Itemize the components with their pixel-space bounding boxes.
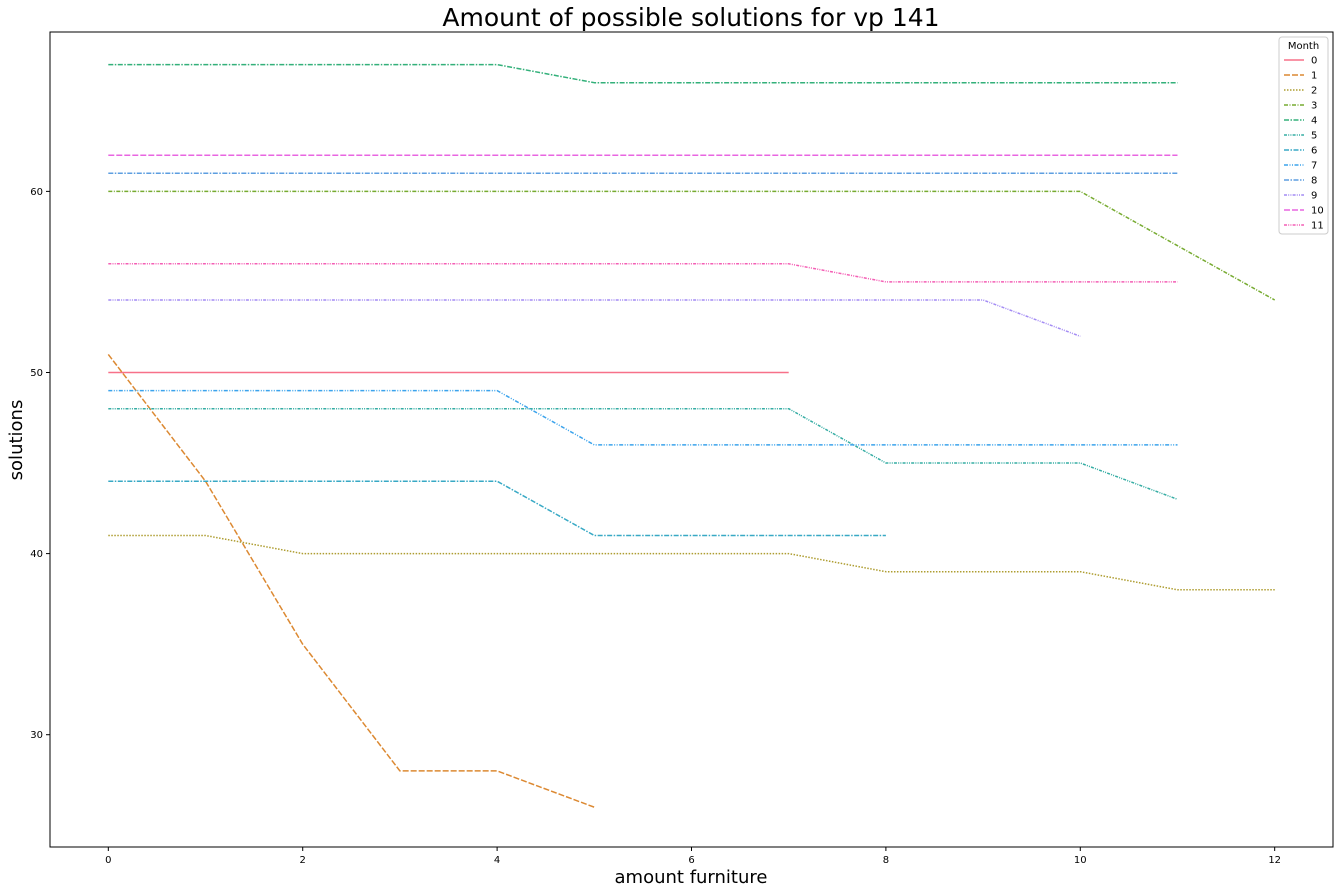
legend-label-month-2: 2 xyxy=(1311,86,1317,97)
series-line-month-2 xyxy=(108,534,1275,591)
legend-label-month-5: 5 xyxy=(1311,131,1317,142)
x-axis-label: amount furniture xyxy=(615,867,768,888)
y-tick-label: 30 xyxy=(30,730,43,741)
x-tick-label: 12 xyxy=(1268,855,1281,866)
legend-label-month-10: 10 xyxy=(1311,206,1324,217)
series-line-month-4 xyxy=(108,63,1178,84)
x-tick-label: 4 xyxy=(494,855,500,866)
legend-label-month-9: 9 xyxy=(1311,191,1317,202)
series-line-month-9 xyxy=(108,299,1081,338)
legend-label-month-7: 7 xyxy=(1311,161,1317,172)
plot-lines xyxy=(107,63,1276,808)
y-axis-ticks: 30 40 50 60 xyxy=(30,187,50,741)
legend-label-month-6: 6 xyxy=(1311,146,1317,157)
legend-title: Month xyxy=(1288,41,1319,52)
y-tick-label: 40 xyxy=(30,549,43,560)
y-tick-label: 60 xyxy=(30,187,43,198)
x-tick-label: 10 xyxy=(1074,855,1087,866)
chart-title: Amount of possible solutions for vp 141 xyxy=(442,3,939,32)
x-tick-label: 2 xyxy=(300,855,306,866)
legend: Month 0 1 2 3 4 5 6 7 8 9 10 11 xyxy=(1278,36,1329,235)
legend-label-month-1: 1 xyxy=(1311,71,1317,82)
series-line-month-6 xyxy=(108,480,886,537)
legend-label-month-0: 0 xyxy=(1311,56,1317,67)
legend-label-month-11: 11 xyxy=(1311,221,1324,232)
legend-label-month-3: 3 xyxy=(1311,101,1317,112)
x-tick-label: 6 xyxy=(688,855,694,866)
series-line-month-3 xyxy=(108,190,1276,301)
series-line-month-1 xyxy=(107,353,595,808)
series-line-month-11 xyxy=(108,263,1178,283)
x-axis-ticks: 0 2 4 6 8 10 12 xyxy=(105,847,1281,866)
plot-area-frame xyxy=(49,31,1334,848)
y-axis-label: solutions xyxy=(6,400,27,481)
series-line-month-7 xyxy=(108,389,1178,446)
x-tick-label: 0 xyxy=(105,855,111,866)
legend-label-month-8: 8 xyxy=(1311,176,1317,187)
series-line-month-5 xyxy=(108,407,1178,501)
x-tick-label: 8 xyxy=(883,855,889,866)
legend-label-month-4: 4 xyxy=(1311,116,1317,127)
y-tick-label: 50 xyxy=(30,368,43,379)
